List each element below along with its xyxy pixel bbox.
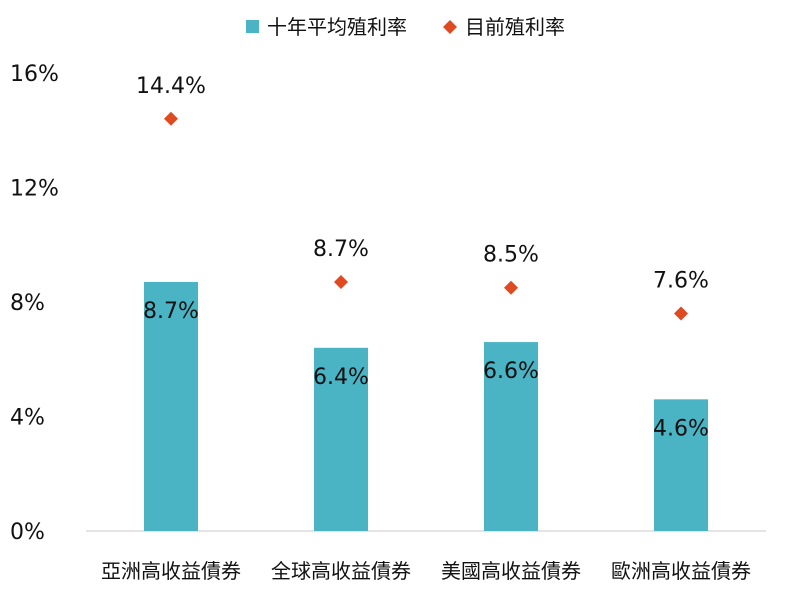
point-value-label: 8.5% — [483, 243, 539, 268]
bar-average-yield — [144, 281, 198, 531]
bar-value-label: 8.7% — [143, 299, 199, 324]
y-tick-label: 4% — [10, 406, 45, 431]
point-value-label: 14.4% — [136, 74, 206, 99]
legend: 十年平均殖利率 目前殖利率 — [246, 15, 565, 39]
bar-value-label: 4.6% — [653, 416, 709, 441]
y-tick-label: 12% — [10, 177, 59, 202]
y-axis: 0% 4% 8% 12% 16% — [10, 62, 59, 545]
category-label: 全球高收益債券 — [271, 559, 411, 583]
y-tick-label: 16% — [10, 62, 59, 87]
category-label: 美國高收益債券 — [441, 559, 581, 583]
point-value-label: 7.6% — [653, 268, 709, 293]
y-tick-label: 8% — [10, 291, 45, 316]
bar-value-label: 6.4% — [313, 365, 369, 390]
y-tick-label: 0% — [10, 520, 45, 545]
category-label: 亞洲高收益債券 — [101, 559, 241, 583]
point-current-yield — [504, 280, 518, 295]
bar-average-yield — [314, 347, 368, 531]
bar-average-yield — [654, 399, 708, 531]
point-current-yield — [164, 111, 178, 126]
point-current-yield — [334, 274, 348, 289]
legend-label-current-yield: 目前殖利率 — [465, 15, 565, 39]
legend-label-average-yield: 十年平均殖利率 — [267, 15, 407, 39]
bar-value-label: 6.6% — [483, 359, 539, 384]
point-current-yield — [674, 306, 688, 321]
bars: 8.7% 6.4% 6.6% 4.6% — [143, 281, 709, 531]
category-label: 歐洲高收益債券 — [611, 559, 751, 583]
category-labels: 亞洲高收益債券 全球高收益債券 美國高收益債券 歐洲高收益債券 — [101, 559, 751, 583]
points: 14.4% 8.7% 8.5% 7.6% — [136, 74, 709, 321]
bar-average-yield — [484, 342, 538, 531]
point-value-label: 8.7% — [313, 237, 369, 262]
legend-swatch-diamond — [443, 20, 457, 34]
legend-swatch-bar — [246, 20, 259, 33]
